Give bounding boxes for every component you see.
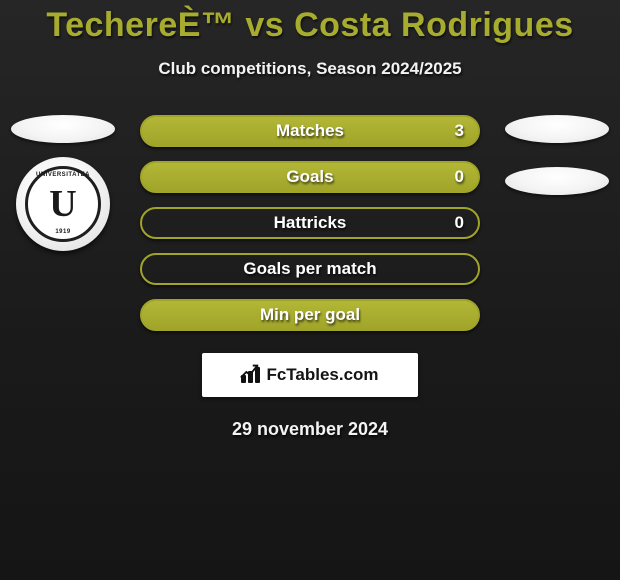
right-team-photo-placeholder xyxy=(505,115,609,143)
page-title: TechereÈ™ vs Costa Rodrigues xyxy=(0,0,620,45)
fctables-attribution[interactable]: FcTables.com xyxy=(202,353,418,397)
stat-bar-label: Matches xyxy=(276,121,344,141)
stat-bar-label: Goals per match xyxy=(243,259,376,279)
fctables-label: FcTables.com xyxy=(266,365,378,385)
stat-bar: Hattricks 0 xyxy=(140,207,480,239)
stat-bar: Goals per match xyxy=(140,253,480,285)
stat-bars: Matches 3 Goals 0 Hattricks 0 Goals per match M… xyxy=(140,115,480,331)
bar-chart-icon xyxy=(241,367,260,383)
left-team-column: UNIVERSITATEA U 1919 xyxy=(8,115,118,251)
right-team-column xyxy=(502,115,612,195)
stat-bar: Goals 0 xyxy=(140,161,480,193)
stat-bar-label: Goals xyxy=(286,167,333,187)
comparison-content: UNIVERSITATEA U 1919 Matches3Goals0Hattr… xyxy=(0,115,620,331)
club-logo-top-text: UNIVERSITATEA xyxy=(36,172,90,178)
stat-bar: Matches 3 xyxy=(140,115,480,147)
stat-bar-value: 0 xyxy=(455,167,464,187)
stat-bar-label: Min per goal xyxy=(260,305,360,325)
arrow-up-icon xyxy=(239,361,261,383)
left-team-photo-placeholder xyxy=(11,115,115,143)
stat-bar-label: Hattricks xyxy=(274,213,347,233)
club-logo-ring: UNIVERSITATEA U 1919 xyxy=(25,166,101,242)
club-logo-bottom-text: 1919 xyxy=(55,229,70,235)
stat-bar: Min per goal xyxy=(140,299,480,331)
stat-bar-value: 0 xyxy=(455,213,464,233)
left-team-club-logo: UNIVERSITATEA U 1919 xyxy=(16,157,110,251)
subtitle: Club competitions, Season 2024/2025 xyxy=(0,59,620,79)
right-team-club-placeholder xyxy=(505,167,609,195)
club-logo-letter: U xyxy=(49,185,76,223)
date-label: 29 november 2024 xyxy=(0,419,620,440)
stat-bar-value: 3 xyxy=(455,121,464,141)
